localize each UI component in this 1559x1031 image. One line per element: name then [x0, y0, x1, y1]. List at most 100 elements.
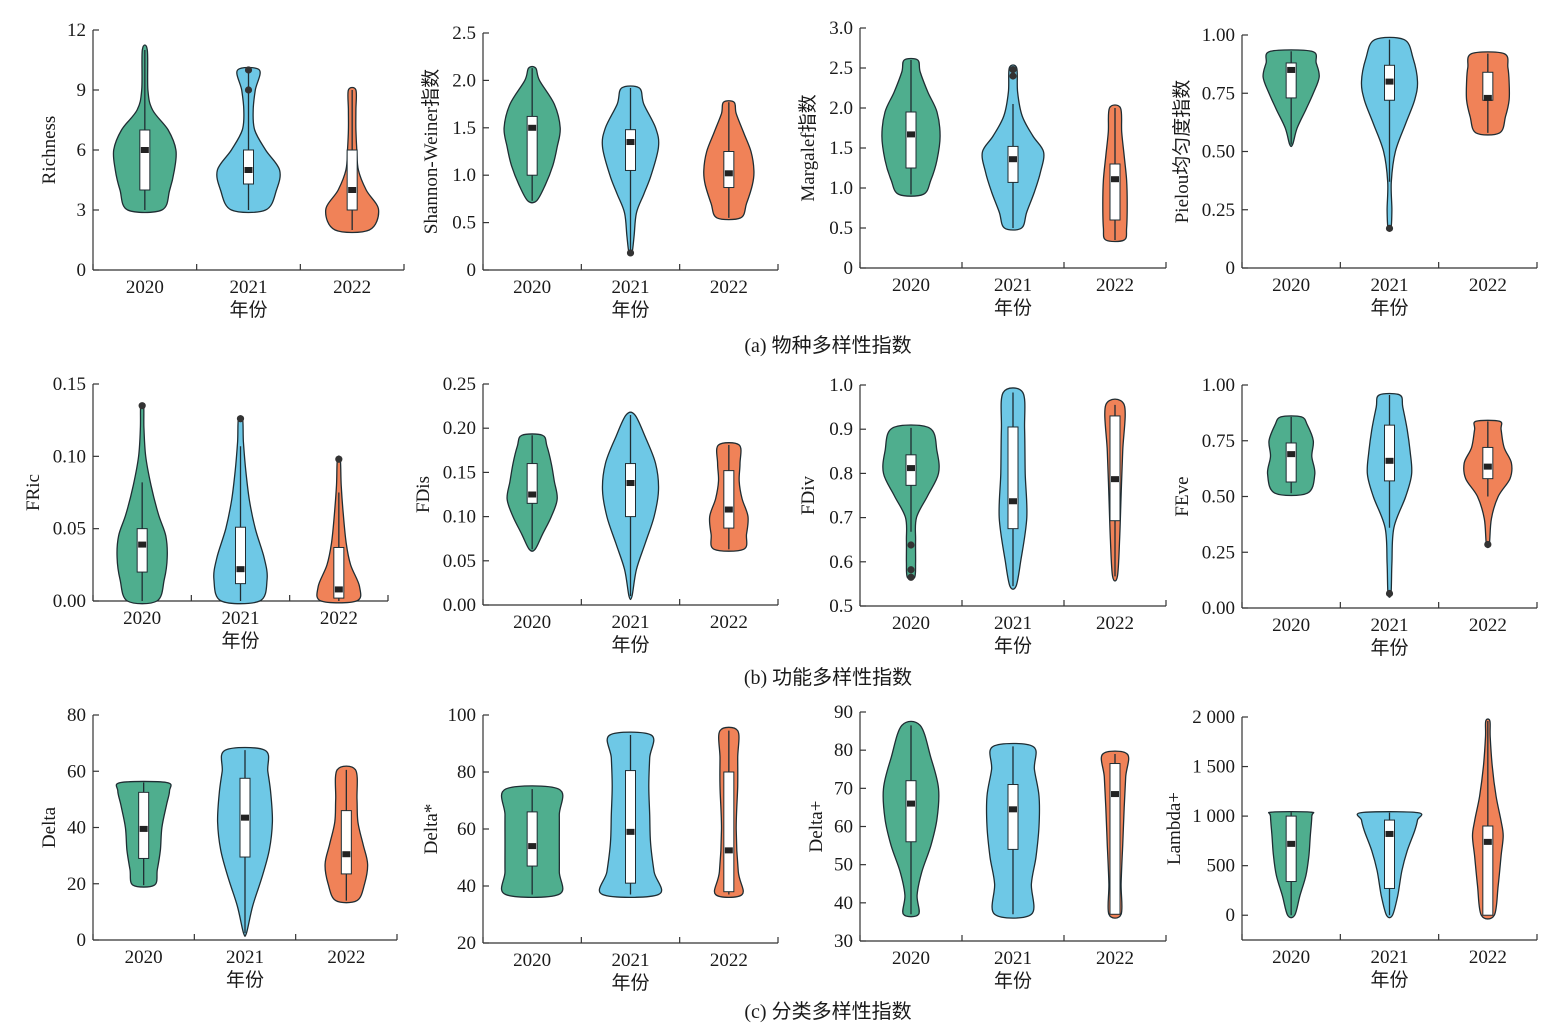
y-axis-title: Delta+ [806, 801, 827, 853]
y-tick-label: 0.10 [443, 507, 476, 528]
y-tick-label: 0.5 [829, 218, 853, 239]
y-axis-title: Delta* [421, 804, 442, 855]
outlier-point-2021 [1385, 224, 1394, 232]
median-mark-2022 [724, 506, 733, 513]
x-axis-title: 年份 [994, 635, 1032, 657]
iqr-box-2022 [1109, 163, 1121, 221]
x-tick-label: 2020 [892, 948, 930, 969]
y-tick-label: 0.75 [1202, 431, 1235, 452]
x-axis-title: 年份 [994, 297, 1032, 319]
y-tick-label: 40 [67, 818, 86, 839]
x-tick-label: 2020 [123, 608, 161, 629]
violin-panel-margalef: 0 0.5 1.0 1.5 2.0 2.5 3.0 2020 2021 2022 年份 Margale… [797, 18, 1167, 319]
iqr-box-2020 [1285, 62, 1297, 99]
outlier-point-2021 [626, 249, 635, 257]
median-mark-2021 [626, 828, 635, 835]
median-mark-2021 [236, 566, 245, 573]
y-tick-label: 0.5 [829, 596, 853, 617]
y-axis-title: Lambda+ [1164, 792, 1185, 865]
x-tick-label: 2021 [1371, 947, 1409, 968]
median-mark-2020 [139, 825, 148, 832]
violin-panel-delta: 30 40 50 60 70 80 90 2020 2021 2022 年份 Delta+ [806, 702, 1167, 992]
x-tick-label: 2020 [513, 612, 551, 633]
median-mark-2022 [348, 187, 357, 193]
y-tick-label: 1.5 [452, 118, 476, 139]
median-mark-2020 [528, 124, 537, 131]
y-axis-title: FDis [413, 476, 434, 513]
y-tick-label: 0 [77, 260, 87, 281]
median-mark-2021 [241, 814, 249, 821]
median-mark-2020 [907, 465, 915, 472]
x-tick-label: 2020 [126, 277, 164, 298]
x-axis-title: 年份 [1370, 969, 1408, 991]
outlier-point-2021 [1009, 66, 1017, 74]
outlier-point-2020 [907, 566, 915, 574]
x-axis-title: 年份 [611, 972, 649, 994]
iqr-box-2021 [1384, 819, 1395, 889]
x-tick-label: 2021 [612, 950, 650, 971]
iqr-box-2021 [235, 526, 246, 585]
y-tick-label: 1.00 [1202, 25, 1235, 46]
violin-panel-lambda: 0 500 1 000 1 500 2 000 2020 2021 2022 年份 Lambda+ [1164, 707, 1538, 991]
y-tick-label: 0.10 [53, 446, 86, 467]
median-mark-2022 [1111, 791, 1119, 798]
y-axis-title: FEve [1172, 476, 1193, 516]
x-tick-label: 2021 [226, 947, 264, 968]
y-axis-title: Shannon-Weiner指数 [420, 69, 442, 234]
x-tick-label: 2021 [222, 608, 260, 629]
median-mark-2021 [1385, 830, 1394, 837]
violin-panel-pielou: 0 0.25 0.50 0.75 1.00 2020 2021 2022 年份 Pielou均匀度… [1171, 25, 1538, 319]
y-tick-label: 60 [457, 819, 476, 840]
x-tick-label: 2020 [513, 950, 551, 971]
median-mark-2020 [907, 131, 915, 138]
median-mark-2022 [1483, 838, 1492, 845]
y-tick-label: 0.00 [443, 595, 476, 616]
iqr-box-2022 [1482, 825, 1494, 916]
outlier-point-2021 [1385, 589, 1394, 598]
y-tick-label: 80 [834, 740, 853, 761]
x-axis-title: 年份 [229, 299, 267, 321]
y-axis-title: FDiv [798, 475, 819, 515]
iqr-box-2020 [139, 129, 151, 191]
x-tick-label: 2020 [892, 275, 930, 296]
y-tick-label: 2 000 [1192, 707, 1235, 728]
y-tick-label: 80 [457, 762, 476, 783]
x-tick-label: 2021 [994, 275, 1032, 296]
x-tick-label: 2021 [1371, 275, 1409, 296]
x-tick-label: 2022 [320, 608, 358, 629]
median-mark-2020 [528, 843, 537, 850]
x-axis-title: 年份 [994, 970, 1032, 992]
median-mark-2020 [1287, 840, 1296, 847]
x-tick-label: 2021 [994, 613, 1032, 634]
y-tick-label: 0.00 [1202, 598, 1235, 619]
y-tick-label: 0.25 [1202, 542, 1235, 563]
y-tick-label: 1.0 [829, 375, 853, 396]
x-axis-title: 年份 [611, 634, 649, 656]
y-axis-title: Margalef指数 [797, 94, 819, 201]
y-tick-label: 0.7 [829, 508, 853, 529]
iqr-box-2022 [1482, 446, 1494, 480]
y-tick-label: 1 500 [1192, 757, 1235, 778]
y-tick-label: 500 [1207, 856, 1236, 877]
median-mark-2022 [724, 170, 733, 177]
y-tick-label: 0.50 [1202, 142, 1235, 163]
iqr-box-2020 [905, 111, 917, 169]
violin-panel-fric: 0.00 0.05 0.10 0.15 2020 2021 2022 年份 FRic [23, 374, 389, 652]
violin-panel-delta: 20 40 60 80 100 2020 2021 2022 年份 Delta* [421, 705, 779, 994]
iqr-box-2022 [1109, 763, 1121, 915]
violin-panel-fdis: 0.00 0.05 0.10 0.15 0.20 0.25 2020 2021 2022 年份 FD… [413, 374, 779, 656]
y-tick-label: 0.20 [443, 418, 476, 439]
iqr-box-2020 [1285, 815, 1297, 883]
iqr-box-2022 [333, 546, 345, 599]
median-mark-2022 [1483, 94, 1492, 101]
x-tick-label: 2020 [125, 947, 163, 968]
y-tick-label: 12 [67, 20, 86, 41]
iqr-box-2021 [1007, 784, 1019, 850]
median-mark-2022 [1111, 476, 1119, 483]
x-tick-label: 2020 [892, 613, 930, 634]
outlier-point-2021 [1009, 72, 1017, 80]
y-tick-label: 2.0 [829, 98, 853, 119]
iqr-box-2020 [138, 791, 150, 859]
y-tick-label: 50 [834, 855, 853, 876]
y-tick-label: 2.0 [452, 70, 476, 91]
